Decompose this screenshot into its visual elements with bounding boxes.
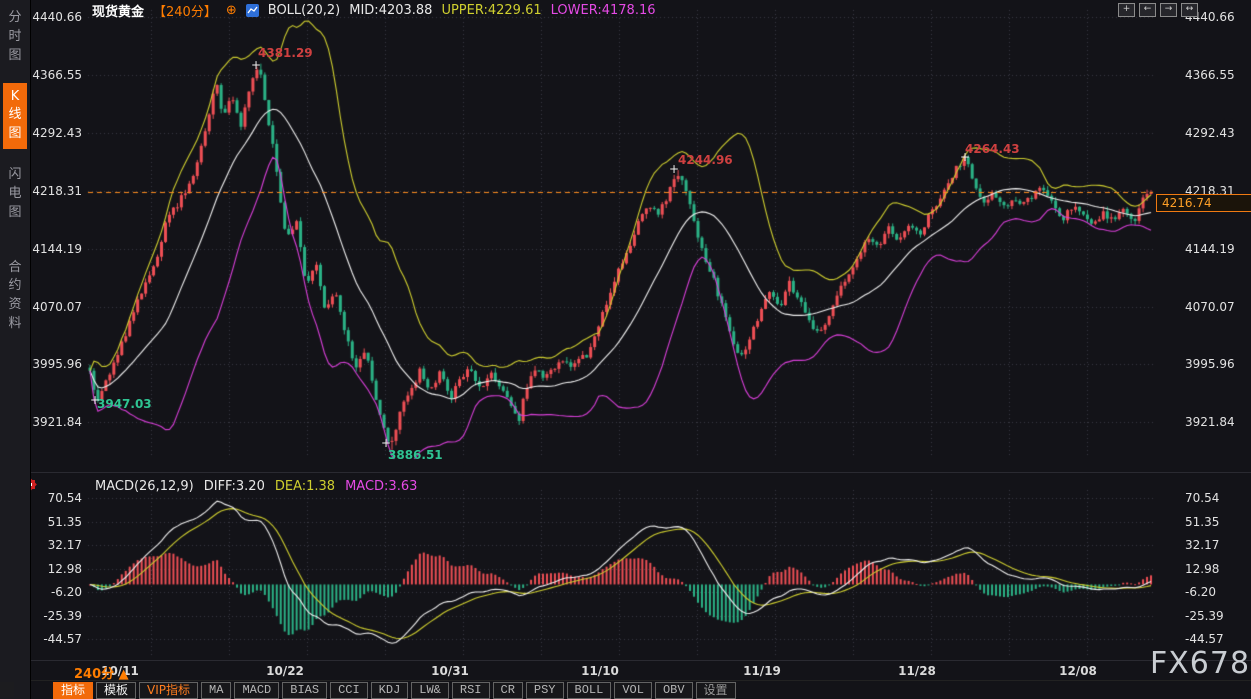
macd-diff-value: DIFF:3.20: [203, 479, 265, 494]
extreme-cross-marker: +: [381, 436, 392, 450]
zoom-in-axis-icon[interactable]: ←: [1139, 3, 1156, 17]
pane-separator[interactable]: [30, 472, 1251, 473]
zoom-out-axis-icon[interactable]: →: [1160, 3, 1177, 17]
price-annotation: 4264.43: [965, 142, 1020, 156]
macd-axis-label-right: -25.39: [1185, 608, 1224, 623]
macd-axis-label-left: -25.39: [43, 608, 82, 623]
toolbar-button-LW&[interactable]: LW&: [411, 682, 449, 699]
toolbar-button-MACD[interactable]: MACD: [234, 682, 280, 699]
macd-axis-label-right: 32.17: [1185, 538, 1220, 553]
toolbar-separator: [30, 680, 1251, 681]
toolbar-button-设置[interactable]: 设置: [695, 682, 736, 699]
price-axis-label-right: 4292.43: [1185, 126, 1235, 140]
date-axis-label: 12/08: [1059, 664, 1097, 678]
macd-params-label[interactable]: MACD(26,12,9): [95, 479, 194, 494]
shift-right-icon[interactable]: ↔: [1181, 3, 1198, 17]
price-axis-label-left: 3921.84: [32, 415, 82, 430]
macd-axis-label-right: 70.54: [1185, 491, 1220, 506]
macd-axis-label-left: -6.20: [50, 585, 82, 600]
sidebar-tab-kline-chart[interactable]: K线图: [3, 82, 27, 150]
price-annotation: 4381.29: [258, 46, 313, 60]
macd-axis-label-right: 51.35: [1185, 514, 1220, 529]
boll-mid-value: MID:4203.88: [349, 2, 433, 18]
price-axis-label-right: 4366.55: [1185, 68, 1235, 83]
toolbar-button-RSI[interactable]: RSI: [451, 682, 490, 699]
sidebar-tab-contract-info[interactable]: 合约资料: [8, 259, 22, 332]
boll-settings-label[interactable]: BOLL(20,2): [267, 2, 341, 18]
chart-header: 现货黄金 【240分】 ⊕ BOLL(20,2) MID:4203.88 UPP…: [92, 1, 656, 20]
toolbar-button-CR[interactable]: CR: [492, 682, 523, 699]
left-tab-sidebar: 分时图 K线图闪电图合约资料: [0, 0, 31, 699]
price-axis-label-right: 4070.07: [1185, 299, 1235, 314]
date-axis-label: 10/22: [266, 664, 304, 678]
extreme-cross-marker: +: [960, 150, 971, 164]
price-annotation: 3886.51: [388, 448, 443, 462]
boll-upper-value: UPPER:4229.61: [441, 2, 542, 18]
price-axis-label-left: 4144.19: [32, 241, 82, 256]
indicator-toolbar: 指标 模板 VIP指标 MA MACD BIAS CCI KDJ LW& RSI CR PSY BOLL…: [53, 682, 736, 699]
toolbar-button-VOL[interactable]: VOL: [614, 682, 652, 699]
macd-axis-label-left: 12.98: [47, 561, 82, 576]
chart-tool-icons: + ← → ↔: [1118, 3, 1198, 17]
macd-macd-value: MACD:3.63: [345, 479, 418, 494]
date-axis-label: 11/10: [581, 664, 619, 678]
date-axis-label: 11/28: [898, 664, 936, 678]
macd-header: MACD(26,12,9) DIFF:3.20 DEA:1.38 MACD:3.…: [95, 479, 417, 494]
macd-axis-label-left: 32.17: [47, 538, 82, 553]
macd-axis-label-right: -44.57: [1185, 632, 1224, 647]
toolbar-button-KDJ[interactable]: KDJ: [370, 682, 409, 699]
toolbar-button-CCI[interactable]: CCI: [330, 682, 368, 699]
toolbar-button-PSY[interactable]: PSY: [525, 682, 564, 699]
price-annotation: 4244.96: [678, 153, 733, 167]
toolbar-button-指标[interactable]: 指标: [53, 682, 94, 699]
toolbar-button-模板[interactable]: 模板: [96, 682, 137, 699]
price-axis-label-left: 4366.55: [32, 68, 82, 83]
price-axis-label-left: 4218.31: [32, 183, 82, 198]
macd-dea-value: DEA:1.38: [274, 479, 336, 494]
macd-axis-label-right: -6.20: [1185, 585, 1217, 600]
macd-axis-label-right: 12.98: [1185, 561, 1220, 576]
toolbar-button-BOLL[interactable]: BOLL: [566, 682, 612, 699]
macd-axis-label-left: -44.57: [43, 632, 82, 647]
price-axis-label-right: 3921.84: [1185, 415, 1235, 430]
watermark-logo: FX678: [1150, 646, 1251, 681]
macd-axis-label-left: 70.54: [47, 491, 82, 506]
corner-handle: [0, 682, 14, 697]
toolbar-button-BIAS[interactable]: BIAS: [282, 682, 328, 699]
timeframe-label[interactable]: 240分 ▲: [74, 667, 129, 682]
toolbar-button-OBV[interactable]: OBV: [654, 682, 693, 699]
boll-lower-value: LOWER:4178.16: [550, 2, 656, 18]
toolbar-button-MA[interactable]: MA: [201, 682, 232, 699]
line-chart-icon: [245, 3, 259, 17]
extreme-cross-marker: +: [669, 162, 680, 176]
price-axis-label-right: 3995.96: [1185, 357, 1235, 372]
extreme-cross-marker: +: [251, 58, 262, 72]
date-axis-label: 10/31: [431, 664, 469, 678]
date-axis-label: 11/19: [743, 664, 781, 678]
crosshair-pan-icon[interactable]: +: [1118, 3, 1135, 17]
price-axis-label-right: 4144.19: [1185, 241, 1235, 256]
price-annotation: 3947.03: [97, 397, 152, 411]
macd-axis-label-left: 51.35: [47, 514, 82, 529]
price-axis-label-left: 4292.43: [32, 126, 82, 140]
toolbar-button-VIP指标[interactable]: VIP指标: [139, 682, 199, 699]
axis-separator: [30, 660, 1251, 661]
period-label: 【240分】: [153, 4, 217, 20]
symbol-title: 现货黄金: [92, 4, 145, 20]
price-axis-label-left: 3995.96: [32, 357, 82, 372]
date-axis-label: 10/11: [101, 664, 139, 678]
sidebar-tab-lightning-chart[interactable]: 闪电图: [8, 167, 22, 220]
add-indicator-icon[interactable]: ⊕: [225, 2, 237, 18]
price-axis-label-left: 4440.66: [32, 10, 82, 25]
sidebar-tab-time-chart[interactable]: 分时图: [8, 10, 22, 63]
price-axis-label-left: 4070.07: [32, 299, 82, 314]
current-price-badge: 4216.74: [1156, 194, 1251, 212]
extreme-cross-marker: +: [90, 393, 101, 407]
